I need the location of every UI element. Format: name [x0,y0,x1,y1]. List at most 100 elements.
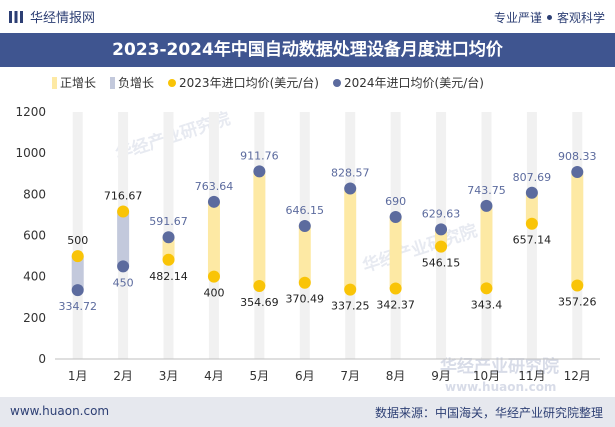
y-tick-label: 1200 [15,105,46,119]
legend-item-2024[interactable]: 2024年进口均价(美元/台) [332,74,484,91]
point-2024-10 [480,199,493,212]
change-bar-6 [298,226,311,283]
point-2024-1 [71,284,84,297]
watermark-url: www.huaon.com [445,380,556,394]
change-bar-11 [525,192,538,224]
y-tick-label: 600 [23,229,46,243]
point-2024-2 [117,260,130,273]
label-2024-8: 690 [385,195,406,208]
point-2024-8 [389,210,402,223]
footer: www.huaon.com 数据来源：中国海关，华经产业研究院整理 [0,397,615,427]
label-2023-3: 482.14 [149,270,188,283]
point-2024-11 [525,186,538,199]
legend-swatch-positive [52,76,57,89]
label-2023-1: 500 [67,234,88,247]
point-2023-10 [480,282,493,295]
point-2023-1 [71,250,84,263]
label-2023-11: 657.14 [513,234,552,247]
label-2023-2: 716.67 [104,189,143,202]
x-tick-label-7: 7月 [340,369,360,383]
point-2024-3 [162,231,175,244]
logo-icon [9,10,23,23]
point-2023-8 [389,282,402,295]
bullet-dot-icon [546,15,552,20]
x-tick-label-9: 9月 [431,369,451,383]
change-bar-12 [571,172,584,286]
point-2023-9 [435,240,448,253]
label-2024-4: 763.64 [195,180,234,193]
label-2023-10: 343.4 [471,298,503,311]
label-2024-7: 828.57 [331,166,370,179]
legend-swatch-negative [110,76,116,89]
label-2024-10: 743.75 [467,184,506,197]
x-tick-label-5: 5月 [250,369,270,383]
label-2023-4: 400 [203,287,224,300]
change-bar-2 [117,211,130,267]
legend-item-negative[interactable]: 负增长 [110,74,154,91]
change-bar-10 [480,205,493,289]
point-2023-11 [525,217,538,230]
slogan: 专业严谨 客观科学 [494,9,605,26]
watermark-2: 华经产业研究院 [360,220,480,277]
label-2024-1: 334.72 [58,300,97,313]
brand-name: 华经情报网 [30,11,96,26]
guide-band-11 [526,112,537,359]
x-tick-label-1: 1月 [68,369,88,383]
change-bar-8 [389,216,402,289]
point-2023-7 [344,283,357,296]
footer-website[interactable]: www.huaon.com [10,404,110,418]
label-2023-8: 342.37 [376,299,415,312]
x-tick-label-4: 4月 [204,369,224,383]
label-2023-9: 546.15 [422,257,461,270]
legend-item-positive[interactable]: 正增长 [52,74,96,91]
label-2024-12: 908.33 [558,150,597,163]
guide-band-1 [72,112,83,359]
x-tick-label-2: 2月 [113,369,133,383]
chart-title: 2023-2024年中国自动数据处理设备月度进口均价 [0,33,615,67]
point-2023-2 [117,205,130,218]
y-tick-label: 0 [38,352,46,366]
watermark-3: 华经产业研究院 [440,356,559,377]
legend-label-2024: 2024年进口均价(美元/台) [343,76,484,90]
x-tick-label-11: 11月 [518,369,545,383]
label-2024-3: 591.67 [149,215,188,228]
point-2023-12 [571,279,584,292]
legend-label-2023: 2023年进口均价(美元/台) [179,76,319,90]
label-2024-9: 629.63 [422,207,461,220]
legend-swatch-2024 [332,78,341,87]
x-tick-label-12: 12月 [564,369,591,383]
label-2023-12: 357.26 [558,295,597,308]
point-2024-4 [207,195,220,208]
x-tick-label-3: 3月 [159,369,179,383]
legend: 正增长 负增长 2023年进口均价(美元/台) 2024年进口均价(美元/台) [52,74,484,91]
point-2024-9 [435,223,448,236]
brand[interactable]: 华经情报网 [8,7,95,26]
label-2023-7: 337.25 [331,300,370,313]
point-2024-6 [298,220,311,233]
x-tick-label-8: 8月 [386,369,406,383]
point-2024-7 [344,182,357,195]
label-2024-6: 646.15 [286,204,325,217]
change-bar-1 [71,256,84,291]
change-bar-3 [162,237,175,260]
change-bar-5 [253,171,266,286]
top-bar: 华经情报网 专业严谨 客观科学 [0,0,615,33]
label-2024-5: 911.76 [240,149,279,162]
label-2023-5: 354.69 [240,296,279,309]
footer-source: 数据来源：中国海关，华经产业研究院整理 [374,406,603,420]
slogan-left: 专业严谨 [493,11,542,25]
point-2023-3 [162,253,175,266]
point-2024-5 [253,165,266,178]
y-tick-label: 800 [23,187,46,201]
legend-label-positive: 正增长 [60,76,97,90]
slogan-right: 客观科学 [556,11,605,25]
point-2023-5 [253,279,266,292]
label-2024-2: 450 [113,276,134,289]
legend-label-negative: 负增长 [118,76,155,90]
label-2023-6: 370.49 [286,293,325,306]
x-tick-label-10: 10月 [473,369,500,383]
legend-item-2023[interactable]: 2023年进口均价(美元/台) [168,74,319,91]
change-bar-4 [207,201,220,277]
chart-svg: 华经产业研究院华经产业研究院华经产业研究院www.huaon.com020040… [15,105,600,394]
